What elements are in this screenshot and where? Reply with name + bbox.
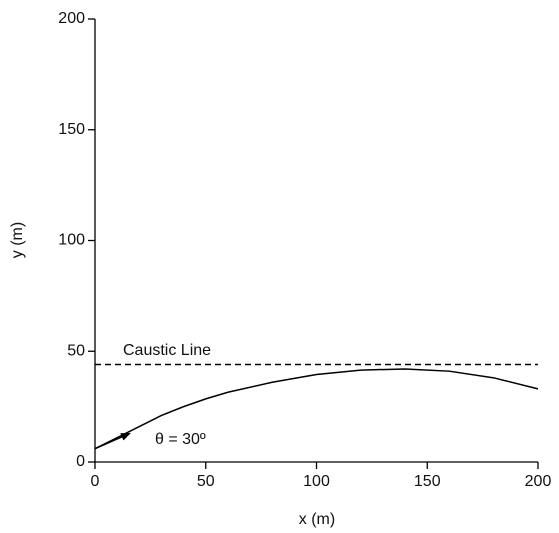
- y-tick-label: 100: [58, 232, 85, 249]
- x-tick-label: 50: [197, 473, 215, 490]
- x-tick-label: 200: [525, 473, 552, 490]
- launch-arrow: [94, 432, 131, 450]
- y-tick-label: 150: [58, 121, 85, 138]
- y-tick-label: 200: [58, 10, 85, 27]
- x-tick-label: 0: [91, 473, 100, 490]
- x-tick-label: 100: [303, 473, 330, 490]
- y-axis-label: y (m): [9, 222, 26, 258]
- series-label: Caustic Line: [123, 342, 211, 359]
- x-tick-label: 150: [414, 473, 441, 490]
- x-axis-label: x (m): [299, 511, 335, 528]
- annotation: θ = 30º: [155, 431, 206, 448]
- trajectory: [94, 368, 539, 450]
- y-tick-label: 50: [67, 342, 85, 359]
- y-tick-label: 0: [76, 453, 85, 470]
